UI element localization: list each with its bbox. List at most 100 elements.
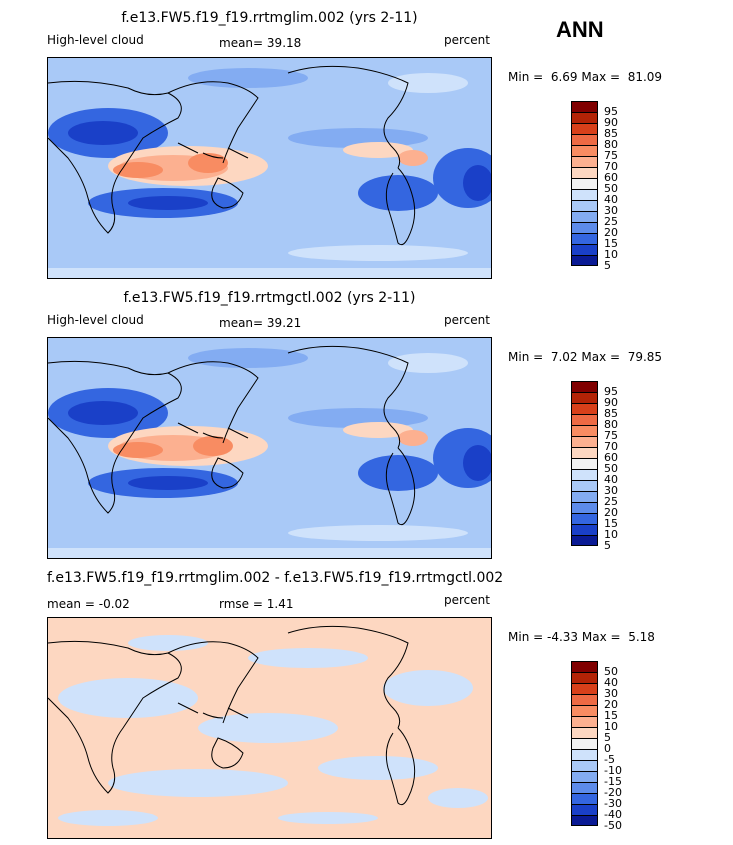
colorbar-swatch (571, 156, 598, 167)
panel2-map-svg (48, 338, 491, 558)
colorbar-swatch (571, 101, 598, 112)
colorbar-level-label: -40 (604, 808, 622, 821)
panel1-units: percent (444, 33, 490, 47)
colorbar-level-label: 85 (604, 127, 618, 140)
colorbar-swatch (571, 782, 598, 793)
panel2-contours (48, 348, 491, 558)
colorbar-level-label: -20 (604, 786, 622, 799)
panel1-map-svg (48, 58, 491, 278)
colorbar-level-label: 60 (604, 451, 618, 464)
colorbar-level-label: -50 (604, 819, 622, 832)
colorbar-level-label: -15 (604, 775, 622, 788)
colorbar-swatch (571, 392, 598, 403)
colorbar-level-label: 40 (604, 473, 618, 486)
colorbar-swatch (571, 200, 598, 211)
colorbar-level-label: 10 (604, 248, 618, 261)
colorbar-level-label: 60 (604, 171, 618, 184)
panel2-coastlines (48, 345, 416, 526)
panel3-contours (58, 635, 488, 826)
colorbar-swatch (571, 167, 598, 178)
colorbar-swatch (571, 716, 598, 727)
colorbar-level-label: 5 (604, 731, 611, 744)
colorbar-level-label: 70 (604, 440, 618, 453)
colorbar-swatch (571, 683, 598, 694)
colorbar-swatch (571, 513, 598, 524)
colorbar-level-label: 80 (604, 418, 618, 431)
panel2-mean-label: mean= 39.21 (219, 316, 302, 330)
colorbar-swatch (571, 123, 598, 134)
panel2-minmax: Min = 7.02 Max = 79.85 (508, 350, 663, 364)
colorbar-swatch (571, 447, 598, 458)
colorbar-level-label: 5 (604, 259, 611, 272)
colorbar-swatch (571, 403, 598, 414)
panel2-colorbar (571, 381, 598, 546)
colorbar-level-label: 75 (604, 429, 618, 442)
colorbar-swatch (571, 222, 598, 233)
colorbar-level-label: 15 (604, 237, 618, 250)
colorbar-level-label: 25 (604, 495, 618, 508)
panel3-mean-label: mean = -0.02 (47, 597, 130, 611)
colorbar-swatch (571, 480, 598, 491)
colorbar-level-label: 80 (604, 138, 618, 151)
panel3-map (47, 617, 492, 839)
colorbar-level-label: 0 (604, 742, 611, 755)
panel3-map-svg (48, 618, 491, 838)
colorbar-swatch (571, 535, 598, 546)
colorbar-level-label: 30 (604, 484, 618, 497)
colorbar-level-label: 15 (604, 709, 618, 722)
colorbar-swatch (571, 189, 598, 200)
colorbar-level-label: 20 (604, 506, 618, 519)
colorbar-level-label: 50 (604, 182, 618, 195)
colorbar-level-label: 85 (604, 407, 618, 420)
panel1-map (47, 57, 492, 279)
colorbar-swatch (571, 672, 598, 683)
colorbar-level-label: 25 (604, 215, 618, 228)
panel3-coastlines (48, 625, 416, 806)
panel3-rmse-label: rmse = 1.41 (219, 597, 294, 611)
colorbar-swatch (571, 661, 598, 672)
colorbar-swatch (571, 134, 598, 145)
panel2-variable-label: High-level cloud (47, 313, 144, 327)
colorbar-level-label: 20 (604, 226, 618, 239)
panel1-title: f.e13.FW5.f19_f19.rrtmglim.002 (yrs 2-11… (121, 10, 418, 26)
colorbar-swatch (571, 112, 598, 123)
colorbar-swatch (571, 469, 598, 480)
colorbar-swatch (571, 458, 598, 469)
colorbar-swatch (571, 244, 598, 255)
panel1-coastlines (48, 65, 416, 246)
colorbar-level-label: 20 (604, 698, 618, 711)
season-label: ANN (556, 17, 604, 42)
colorbar-swatch (571, 771, 598, 782)
colorbar-swatch (571, 727, 598, 738)
panel3-units: percent (444, 593, 490, 607)
colorbar-level-label: 10 (604, 720, 618, 733)
colorbar-level-label: 5 (604, 539, 611, 552)
colorbar-level-label: 70 (604, 160, 618, 173)
colorbar-level-label: 30 (604, 204, 618, 217)
panel1-minmax: Min = 6.69 Max = 81.09 (508, 70, 663, 84)
colorbar-swatch (571, 749, 598, 760)
colorbar-swatch (571, 381, 598, 392)
colorbar-swatch (571, 524, 598, 535)
panel1-colorbar (571, 101, 598, 266)
colorbar-level-label: 10 (604, 528, 618, 541)
colorbar-swatch (571, 502, 598, 513)
colorbar-swatch (571, 705, 598, 716)
colorbar-level-label: 75 (604, 149, 618, 162)
colorbar-swatch (571, 233, 598, 244)
colorbar-level-label: 50 (604, 462, 618, 475)
colorbar-swatch (571, 178, 598, 189)
panel2-title: f.e13.FW5.f19_f19.rrtmgctl.002 (yrs 2-11… (123, 290, 416, 306)
colorbar-swatch (571, 491, 598, 502)
panel1-mean-label: mean= 39.18 (219, 36, 302, 50)
colorbar-swatch (571, 694, 598, 705)
colorbar-swatch (571, 804, 598, 815)
colorbar-level-label: 95 (604, 105, 618, 118)
panel2-map (47, 337, 492, 559)
colorbar-level-label: 40 (604, 193, 618, 206)
colorbar-level-label: 30 (604, 687, 618, 700)
colorbar-swatch (571, 255, 598, 266)
colorbar-level-label: 95 (604, 385, 618, 398)
colorbar-level-label: -30 (604, 797, 622, 810)
colorbar-swatch (571, 436, 598, 447)
